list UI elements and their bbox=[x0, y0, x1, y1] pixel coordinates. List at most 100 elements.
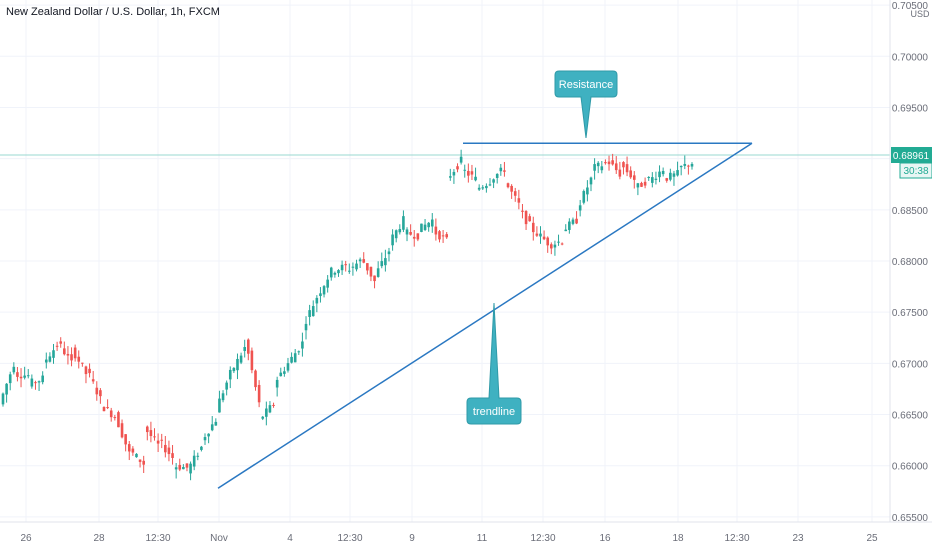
time-tick-label: 26 bbox=[20, 533, 32, 544]
candle-body bbox=[589, 177, 593, 185]
candle-body bbox=[420, 223, 423, 232]
candle-body bbox=[384, 258, 387, 266]
candle-body bbox=[55, 345, 59, 347]
candle-body bbox=[315, 297, 319, 304]
candle-body bbox=[604, 162, 607, 164]
candle-body bbox=[254, 370, 257, 388]
time-axis[interactable]: 26 28 12:30 Nov 4 12:30 9 11 12:30 16 18 12:30 23 25 bbox=[0, 521, 932, 550]
candle-body bbox=[337, 270, 340, 274]
candle-body bbox=[495, 173, 499, 178]
candle-body bbox=[553, 244, 557, 248]
candle-body bbox=[142, 460, 145, 465]
candle-body bbox=[26, 375, 30, 377]
candle-body bbox=[5, 383, 8, 395]
candle-body bbox=[661, 170, 665, 175]
candle-body bbox=[12, 366, 16, 373]
candle-body bbox=[517, 198, 521, 203]
candle-body bbox=[41, 375, 44, 383]
candle-body bbox=[8, 374, 12, 384]
time-tick-label: 28 bbox=[93, 533, 105, 544]
candle-body bbox=[510, 185, 513, 192]
candle-body bbox=[550, 244, 553, 249]
candle-body bbox=[391, 234, 394, 246]
candle-body bbox=[192, 455, 196, 467]
candle-body bbox=[683, 163, 687, 166]
candle-body bbox=[560, 243, 564, 245]
candle-body bbox=[153, 436, 156, 438]
candle-body bbox=[412, 236, 416, 239]
candle-body bbox=[311, 306, 315, 317]
candle-body bbox=[297, 351, 301, 353]
price-tick-label: 0.68500 bbox=[892, 206, 929, 217]
currency-label: USD bbox=[910, 9, 930, 19]
candle-body bbox=[333, 272, 337, 275]
candle-body bbox=[416, 233, 420, 240]
candle-body bbox=[506, 183, 510, 188]
candle-body bbox=[622, 162, 625, 168]
candle-body bbox=[326, 279, 329, 288]
candle-body bbox=[48, 356, 52, 362]
candle-body bbox=[138, 459, 142, 462]
candle-body bbox=[145, 426, 149, 433]
price-axis[interactable]: 0.705000.700000.695000.690000.685000.680… bbox=[889, 0, 932, 524]
candle-body bbox=[301, 341, 304, 349]
candle-body bbox=[546, 237, 550, 246]
candle-body bbox=[124, 434, 127, 445]
candle-body bbox=[629, 170, 632, 178]
candle-body bbox=[596, 162, 600, 167]
price-tick-label: 0.66000 bbox=[892, 462, 929, 473]
candle-body bbox=[319, 293, 322, 297]
candle-body bbox=[348, 270, 351, 272]
candle-body bbox=[687, 165, 690, 167]
candle-body bbox=[474, 176, 477, 181]
candle-body bbox=[376, 268, 380, 277]
candle-body bbox=[358, 259, 362, 262]
time-tick-label: Nov bbox=[210, 533, 228, 544]
drawings[interactable]: Resistance trendline bbox=[217, 70, 753, 489]
candle-body bbox=[571, 219, 575, 224]
countdown-badge bbox=[899, 162, 932, 179]
candle-body bbox=[102, 407, 106, 412]
candle-body bbox=[676, 170, 679, 176]
candle-body bbox=[73, 347, 77, 359]
candle-body bbox=[196, 455, 200, 457]
countdown-text: 30:38 bbox=[903, 166, 928, 177]
candle-body bbox=[463, 169, 467, 171]
candle-body bbox=[156, 440, 160, 444]
candle-body bbox=[272, 404, 275, 406]
candle-body bbox=[203, 437, 207, 441]
candle-body bbox=[672, 173, 676, 177]
candle-body bbox=[344, 264, 347, 266]
candle-body bbox=[625, 164, 629, 173]
candle-body bbox=[430, 219, 434, 227]
candle-body bbox=[182, 467, 185, 470]
candle-body bbox=[304, 323, 308, 331]
price-tick-label: 0.65500 bbox=[892, 513, 929, 524]
candle-body bbox=[485, 185, 488, 189]
time-tick-label: 11 bbox=[477, 533, 488, 544]
candle-body bbox=[127, 444, 131, 452]
candle-body bbox=[445, 234, 449, 238]
candle-body bbox=[614, 163, 618, 171]
candle-body bbox=[290, 356, 293, 363]
candle-body bbox=[268, 405, 272, 413]
candle-body bbox=[456, 166, 459, 170]
candle-body bbox=[279, 372, 283, 377]
candle-body bbox=[470, 171, 474, 175]
candle-body bbox=[135, 453, 138, 458]
candle-body bbox=[503, 170, 506, 172]
price-badges: 0.68961 30:38 bbox=[891, 147, 932, 179]
chart-grid bbox=[0, 0, 890, 522]
candle-body bbox=[340, 264, 344, 271]
candle-body bbox=[34, 382, 37, 384]
time-tick-label: 12:30 bbox=[530, 533, 555, 544]
candle-body bbox=[164, 444, 167, 453]
candle-body bbox=[232, 367, 236, 372]
candle-body bbox=[524, 211, 528, 225]
candle-body bbox=[23, 375, 26, 378]
chart-title: New Zealand Dollar / U.S. Dollar, 1h, FX… bbox=[6, 6, 220, 18]
candle-body bbox=[398, 229, 402, 233]
candle-body bbox=[30, 378, 34, 387]
candle-body bbox=[467, 170, 470, 176]
